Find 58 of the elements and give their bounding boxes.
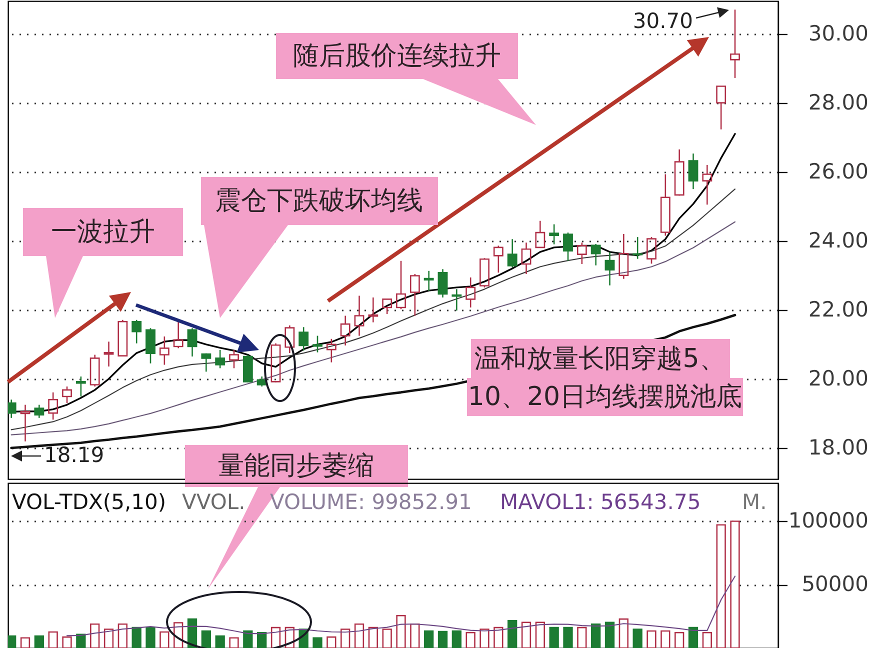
candlestick: [688, 152, 698, 190]
bar: [549, 626, 559, 648]
bar: [34, 635, 44, 648]
bar: [632, 628, 642, 648]
y-tick-label: 22.00: [808, 297, 868, 322]
bar: [215, 635, 225, 648]
bar: [438, 630, 448, 648]
bar: [257, 632, 267, 648]
candlestick: [340, 315, 350, 346]
annotation: 随后股价连续拉升: [293, 41, 501, 71]
y-tick-label: 24.00: [808, 228, 868, 252]
candlestick: [618, 233, 629, 280]
text: M.: [742, 490, 767, 514]
y-tick-label: 30.00: [808, 21, 868, 46]
candlestick: [452, 288, 462, 312]
annotation: VOL-TDX(5,10): [12, 490, 166, 514]
bar: [452, 630, 462, 648]
candlestick: [604, 252, 615, 286]
annotation: 18.19: [44, 443, 104, 467]
y-tick-label: 20.00: [808, 366, 868, 390]
bar: [604, 622, 615, 648]
annotation: 震仓下跌破坏均线: [215, 186, 423, 216]
y-tick-label: 50000: [802, 572, 868, 596]
candlestick: [368, 296, 378, 323]
bar: [424, 630, 434, 648]
candlestick: [104, 340, 114, 368]
candlestick: [159, 336, 170, 366]
candlestick: [521, 242, 532, 275]
annotation: MAVOL1: 56543.75: [500, 490, 701, 514]
y-tick-label: 26.00: [808, 159, 868, 184]
annotation: 一波拉升: [51, 217, 155, 247]
annotation: 量能同步萎缩: [218, 451, 374, 481]
annotation: VVOL.: [182, 490, 246, 514]
y-tick-label: 28.00: [808, 90, 868, 114]
bar: [312, 637, 322, 648]
bar: [243, 630, 253, 648]
bar: [591, 623, 601, 648]
y-tick-label: 100000: [788, 508, 868, 533]
bar: [76, 634, 86, 648]
candlestick: [424, 270, 434, 292]
candlestick: [702, 164, 712, 206]
bar: [688, 626, 698, 648]
bar: [8, 635, 16, 648]
annotation: VOLUME: 99852.91: [270, 490, 472, 514]
annotation: 温和放量长阳穿越5、10、20日均线摆脱池底: [468, 344, 742, 412]
candlestick: [20, 404, 30, 442]
candlestick: [438, 268, 448, 298]
bar: [146, 626, 156, 648]
candlestick: [730, 8, 740, 79]
line-series: [66, 576, 736, 636]
bar: [563, 626, 573, 648]
y-tick-label: 18.00: [808, 435, 868, 460]
bar: [201, 630, 211, 648]
bar: [132, 626, 142, 648]
candlestick: [187, 328, 198, 358]
annotation: 30.70: [632, 9, 693, 33]
bar: [508, 620, 518, 648]
candlestick: [354, 295, 364, 336]
